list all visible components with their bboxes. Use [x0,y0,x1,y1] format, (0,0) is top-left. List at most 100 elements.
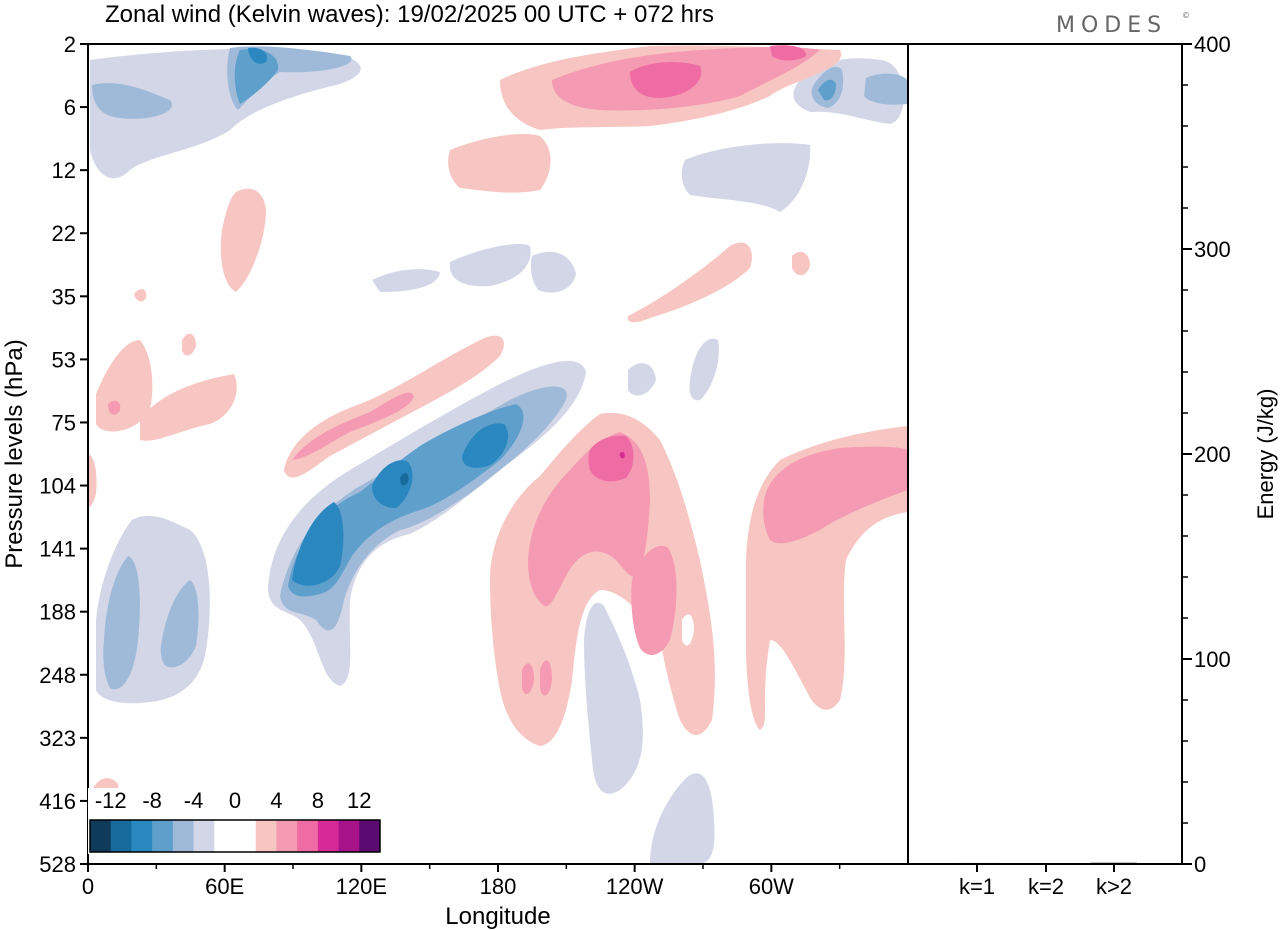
x-axis-title: Longitude [445,903,550,930]
wavenumber-axis: k=1 k=2 k>2 [959,864,1132,899]
colorbar-swatch [214,820,236,852]
energy-panel: 0 100 200 300 400 k=1 k=2 k>2 [907,32,1231,899]
contour-neg-lower-left-2 [103,556,140,690]
colorbar-swatch [359,820,381,852]
contour-neg-upper-right-4 [864,73,908,105]
contour-pos-22hpa-dot [792,251,810,276]
colorbar-label: -12 [95,788,127,813]
y-axis-title: Pressure levels (hPa) [1,339,28,568]
wavenumber-label: k=2 [1028,874,1064,899]
wavenumber-label: k>2 [1096,874,1132,899]
energy-axis: 0 100 200 300 400 [1182,32,1231,877]
longitude-tick-label: 120E [336,874,387,899]
colorbar-label: 8 [312,788,324,813]
pressure-tick-label: 248 [39,663,76,688]
pressure-tick-label: 75 [52,410,76,435]
colorbar-label: 0 [229,788,241,813]
contour-panel [87,43,909,865]
contour-neg-35hpa [449,243,531,287]
longitude-tick-label: 60W [749,874,794,899]
energy-axis-title: Energy (J/kg) [1253,389,1278,520]
wind-contour-field [88,45,908,864]
colorbar-swatch [317,820,340,852]
contour-pos-diagonal-2 [292,392,414,460]
contour-neg-diagonal-6 [462,423,509,468]
contour-neg-upper-left-2 [92,83,172,119]
pressure-tick-label: 323 [39,726,76,751]
longitude-axis: 0 60E 120E 180 120W 60W [82,864,841,899]
contour-pos-22hpa [220,188,266,292]
contour-pos-central-5 [619,451,625,459]
contour-neg-upper-right-3 [818,79,836,101]
brand-mark: © [1182,11,1196,20]
contour-neg-35hpa-3 [372,269,440,292]
energy-tick-label: 400 [1194,32,1231,57]
colorbar-swatch [152,820,174,852]
contour-pos-hole [682,614,694,646]
colorbar-swatch [276,820,298,852]
energy-tick-label: 200 [1194,442,1231,467]
pressure-tick-label: 416 [39,789,76,814]
contour-pos-53hpa-dot [182,333,196,356]
contour-neg-12hpa [681,143,811,212]
colorbar-label: 12 [347,788,371,813]
pressure-tick-label: 104 [39,474,76,499]
pressure-tick-label: 12 [52,158,76,183]
contour-neg-diagonal-5 [372,460,413,508]
pressure-tick-label: 188 [39,600,76,625]
colorbar-label: -4 [184,788,204,813]
colorbar-legend: -12 -8 -4 0 4 8 12 [88,788,382,854]
pressure-axis: 2 6 12 22 35 53 75 104 141 188 248 323 416 528 [39,32,88,877]
contour-pos-central-6 [522,663,534,695]
colorbar-swatch [193,820,215,852]
contour-pos-35hpa [627,242,752,323]
colorbar-swatch [297,820,319,852]
colorbar-frame [89,819,381,853]
colorbar-swatch [172,820,195,852]
pressure-tick-label: 6 [64,95,76,120]
pressure-tick-label: 2 [64,32,76,57]
wavenumber-label: k=1 [959,874,995,899]
contour-pos-central-3 [631,545,677,655]
energy-bar [1091,862,1137,865]
contour-neg-middle-right-2 [628,363,656,396]
contour-pos-upper-3 [630,62,702,98]
contour-neg-diagonal-7 [400,473,409,486]
contour-neg-bottom [650,773,715,864]
pressure-tick-label: 528 [39,852,76,877]
longitude-tick-label: 120W [606,874,664,899]
brand-logo: MODES [1056,13,1167,38]
colorbar-swatch [338,820,360,852]
contour-neg-diagonal-4 [292,502,344,586]
colorbar-swatch [90,820,112,852]
colorbar-swatch [131,820,153,852]
contour-pos-right-2 [763,446,908,544]
contour-neg-upper-left-4 [234,48,279,104]
contour-neg-upper-left [90,48,361,179]
contour-neg-upper-right [793,58,904,124]
energy-tick-label: 300 [1194,237,1231,262]
colorbar-label: -8 [142,788,162,813]
contour-neg-upper-left-5 [248,47,268,64]
longitude-tick-label: 60E [205,874,244,899]
contour-pos-104hpa-edge [88,454,97,508]
contour-pos-upper-4 [770,45,806,61]
energy-tick-label: 100 [1194,647,1231,672]
contour-pos-35hpa-dot [134,289,147,302]
longitude-tick-label: 0 [82,874,94,899]
contour-pos-75hpa-dot [108,400,121,415]
longitude-tick-label: 180 [480,874,517,899]
contour-pos-central-7 [540,660,552,696]
colorbar-swatch [255,820,277,852]
colorbar-label: 4 [270,788,282,813]
contour-neg-lower-middle [584,602,643,794]
energy-tick-label: 0 [1194,852,1206,877]
contour-pos-12hpa [448,133,551,193]
pressure-tick-label: 53 [52,347,76,372]
contour-pos-central-4 [588,435,634,482]
energy-bar [954,862,1000,865]
pressure-tick-label: 22 [52,221,76,246]
contour-neg-lower-left-3 [160,580,199,668]
pressure-tick-label: 141 [39,537,76,562]
